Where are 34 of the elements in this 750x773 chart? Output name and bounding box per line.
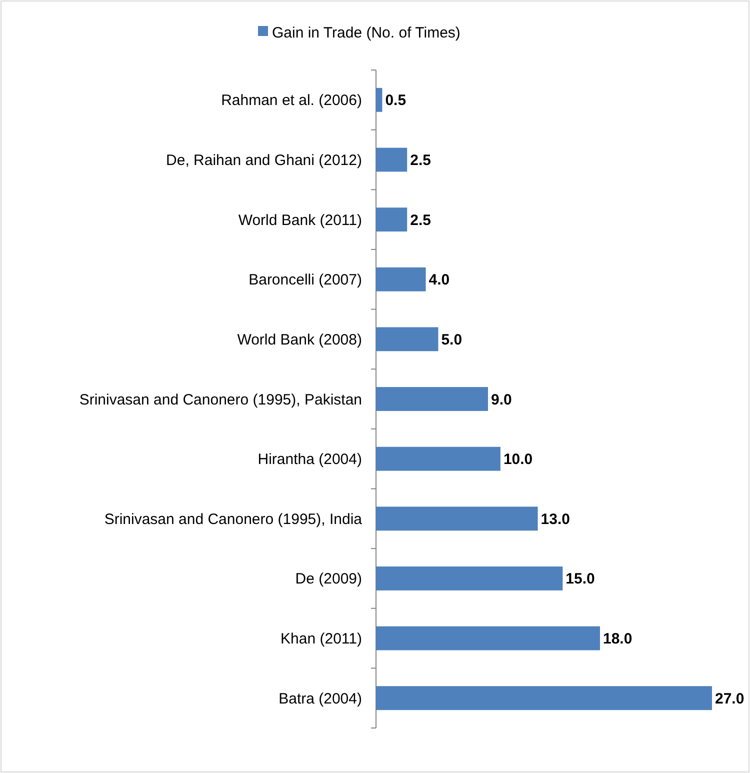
data-label: 2.5 bbox=[410, 152, 431, 169]
bar bbox=[376, 208, 408, 232]
bar bbox=[376, 566, 563, 590]
data-label: 5.0 bbox=[441, 331, 462, 348]
y-tick-label: Batra (2004) bbox=[278, 690, 362, 708]
y-tick-label: World Bank (2011) bbox=[238, 212, 362, 229]
data-label: 4.0 bbox=[428, 272, 450, 289]
y-tick-label: Hirantha (2004) bbox=[258, 451, 362, 468]
y-tick-label: De, Raihan and Ghani (2012) bbox=[166, 152, 362, 169]
y-tick-label: Khan (2011) bbox=[280, 630, 362, 648]
data-label: 2.5 bbox=[410, 212, 431, 229]
bar bbox=[376, 626, 600, 650]
y-tick-label: World Bank (2008) bbox=[237, 331, 362, 348]
bar bbox=[376, 446, 500, 471]
bar bbox=[376, 686, 712, 710]
bar bbox=[376, 148, 408, 172]
data-label: 0.5 bbox=[385, 92, 406, 110]
y-tick-label: Srinivasan and Canonero (1995), India bbox=[104, 510, 363, 528]
y-tick-label: Rahman et al. (2006) bbox=[221, 92, 362, 110]
legend-label: Gain in Trade (No. of Times) bbox=[272, 24, 460, 42]
y-tick-label: De (2009) bbox=[295, 570, 362, 588]
bar bbox=[376, 506, 538, 531]
data-label: 15.0 bbox=[566, 570, 595, 588]
data-label: 10.0 bbox=[503, 451, 533, 468]
bar bbox=[376, 387, 488, 411]
data-label: 27.0 bbox=[715, 690, 744, 708]
data-label: 9.0 bbox=[491, 391, 512, 408]
bar bbox=[376, 267, 426, 292]
bar bbox=[376, 88, 382, 112]
data-label: 13.0 bbox=[540, 510, 570, 528]
bar bbox=[376, 327, 438, 352]
y-tick-label: Srinivasan and Canonero (1995), Pakistan bbox=[79, 391, 362, 408]
y-tick-label: Baroncelli (2007) bbox=[248, 272, 362, 289]
data-label: 18.0 bbox=[603, 630, 632, 648]
